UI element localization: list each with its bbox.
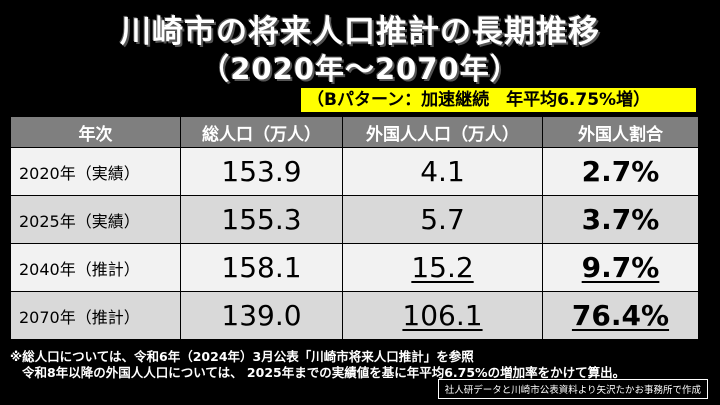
row-total: 153.9: [180, 147, 343, 196]
ratio-value-underlined: 76.4%: [571, 299, 670, 332]
foreign-value-underlined: 15.2: [411, 251, 474, 284]
footnote-2: 令和8年以降の外国人人口については、 2025年までの実績値を基に年平均6.75…: [22, 365, 626, 380]
row-year: 2070年（推計）: [10, 291, 181, 340]
row-total: 158.1: [180, 243, 343, 292]
table-row: 2070年（推計） 139.0 106.1 76.4%: [10, 291, 699, 340]
source-credit: 社人研データと川崎市公表資料より矢沢たかお事務所で作成: [437, 379, 708, 399]
header-year: 年次: [10, 116, 181, 148]
population-table: 年次 総人口（万人） 外国人人口（万人） 外国人割合 2020年（実績） 153…: [10, 116, 699, 340]
page-subtitle: （2020年～2070年）: [200, 52, 520, 86]
table-header-row: 年次 総人口（万人） 外国人人口（万人） 外国人割合: [10, 116, 699, 148]
row-ratio: 9.7%: [542, 243, 699, 292]
row-foreign: 5.7: [342, 195, 543, 244]
ratio-value-underlined: 9.7%: [581, 251, 660, 284]
page-title: 川崎市の将来人口推計の長期推移: [120, 14, 600, 50]
row-foreign: 106.1: [342, 291, 543, 340]
table-row: 2040年（推計） 158.1 15.2 9.7%: [10, 243, 699, 292]
header-total-population: 総人口（万人）: [180, 116, 343, 148]
footnote-1: ※総人口については、令和6年（2024年）3月公表「川崎市将来人口推計」を参照: [10, 349, 474, 364]
row-year: 2025年（実績）: [10, 195, 181, 244]
row-year: 2020年（実績）: [10, 147, 181, 196]
header-foreign-ratio: 外国人割合: [542, 116, 699, 148]
row-ratio: 3.7%: [542, 195, 699, 244]
table-row: 2020年（実績） 153.9 4.1 2.7%: [10, 147, 699, 196]
row-total: 155.3: [180, 195, 343, 244]
row-ratio: 2.7%: [542, 147, 699, 196]
row-foreign: 15.2: [342, 243, 543, 292]
row-ratio: 76.4%: [542, 291, 699, 340]
foreign-value-underlined: 106.1: [402, 299, 483, 332]
table-row: 2025年（実績） 155.3 5.7 3.7%: [10, 195, 699, 244]
row-foreign: 4.1: [342, 147, 543, 196]
row-year: 2040年（推計）: [10, 243, 181, 292]
row-total: 139.0: [180, 291, 343, 340]
header-foreign-population: 外国人人口（万人）: [342, 116, 543, 148]
scenario-label: （Bパターン：加速継続 年平均6.75%増）: [301, 88, 696, 112]
